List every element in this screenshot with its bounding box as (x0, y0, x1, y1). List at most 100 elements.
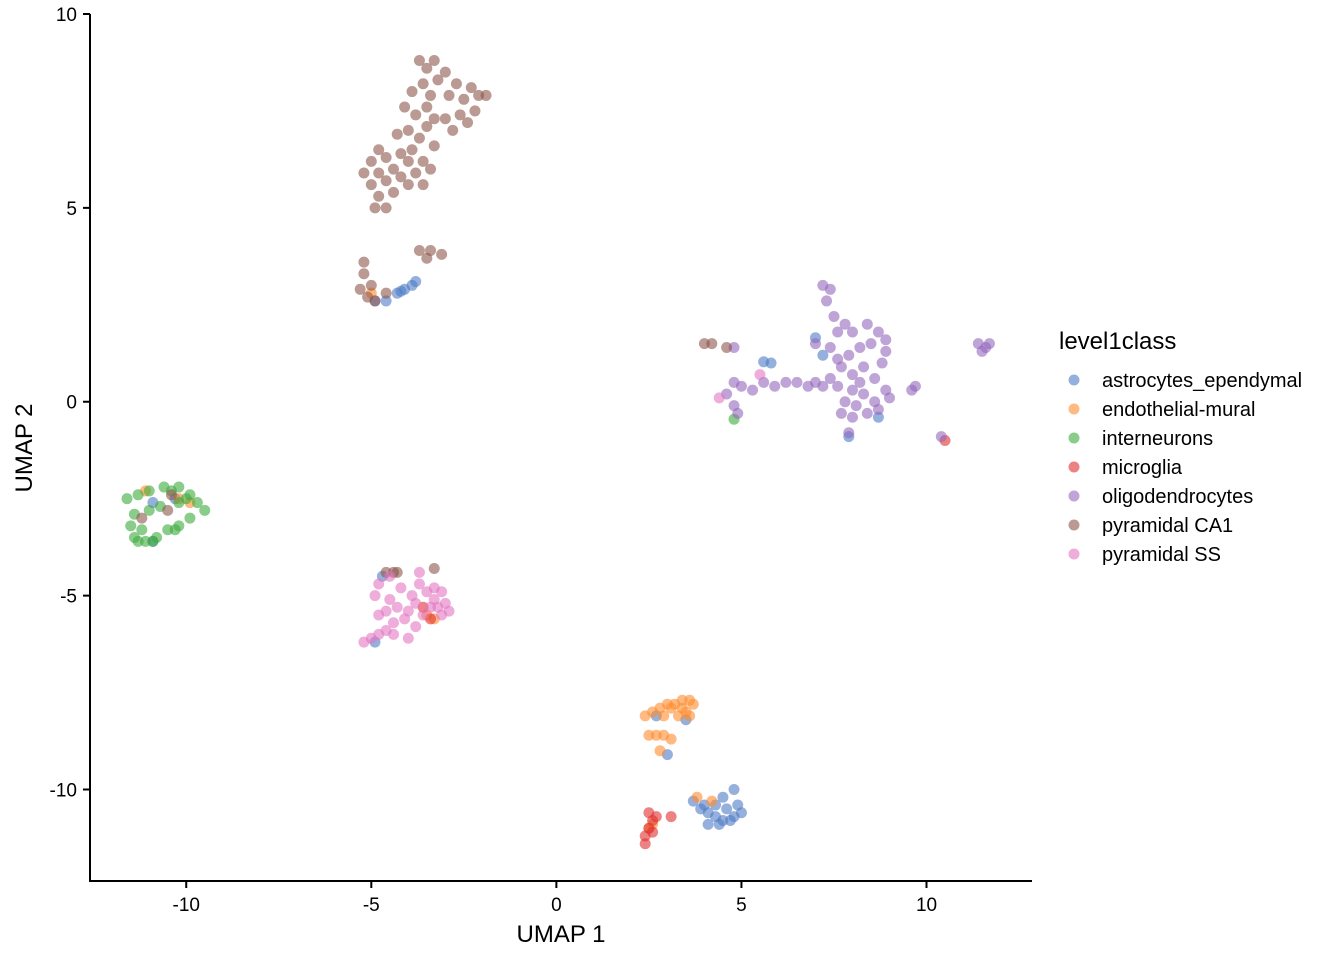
point-pyramidal-ca1 (391, 128, 403, 140)
y-tick-label: -10 (50, 780, 77, 801)
point-oligodendrocytes (728, 376, 740, 388)
point-interneurons (143, 485, 155, 497)
legend-label: endothelial-mural (1102, 399, 1255, 421)
point-pyramidal-ca1 (388, 186, 400, 198)
point-pyramidal-ca1 (373, 167, 385, 179)
point-pyramidal-ss (384, 570, 396, 582)
point-pyramidal-ca1 (380, 175, 392, 187)
point-pyramidal-ca1 (395, 148, 407, 160)
y-ticks: -10 -5 0 5 10 (50, 5, 90, 801)
point-pyramidal-ca1 (354, 283, 366, 295)
legend-item: astrocytes_ependymal (1068, 370, 1302, 392)
legend-key-dot (1068, 519, 1080, 531)
point-oligodendrocytes (846, 384, 858, 396)
point-pyramidal-ca1 (706, 338, 718, 350)
legend-key-dot (1068, 548, 1080, 560)
point-oligodendrocytes (780, 376, 792, 388)
point-oligodendrocytes (858, 361, 870, 373)
point-pyramidal-ca1 (421, 101, 433, 113)
legend-title: level1class (1059, 328, 1176, 355)
point-pyramidal-ca1 (417, 179, 429, 191)
point-astrocytes-ependymal (410, 276, 422, 288)
point-pyramidal-ca1 (447, 124, 459, 136)
point-oligodendrocytes (828, 310, 840, 322)
legend-key-dot (1068, 432, 1080, 444)
point-oligodendrocytes (791, 376, 803, 388)
point-pyramidal-ss (410, 621, 422, 633)
point-oligodendrocytes (824, 341, 836, 353)
point-endothelial-mural (687, 698, 699, 710)
point-oligodendrocytes (747, 384, 759, 396)
point-pyramidal-ca1 (402, 155, 414, 167)
point-pyramidal-ss (395, 582, 407, 594)
point-pyramidal-ca1 (395, 171, 407, 183)
point-oligodendrocytes (832, 353, 844, 365)
point-interneurons (132, 535, 144, 547)
point-oligodendrocytes (846, 326, 858, 338)
point-astrocytes-ependymal (713, 818, 725, 830)
point-pyramidal-ca1 (458, 93, 470, 105)
point-astrocytes-ependymal (728, 811, 740, 823)
x-tick-label: -5 (363, 895, 380, 916)
point-interneurons (147, 535, 159, 547)
y-axis-label: UMAP 2 (11, 404, 38, 493)
point-oligodendrocytes (872, 326, 884, 338)
point-pyramidal-ca1 (450, 78, 462, 90)
point-oligodendrocytes (824, 372, 836, 384)
point-pyramidal-ca1 (465, 82, 477, 94)
legend-item: oligodendrocytes (1068, 486, 1253, 508)
legend-item: endothelial-mural (1068, 399, 1255, 421)
point-pyramidal-ss (384, 593, 396, 605)
point-pyramidal-ca1 (358, 256, 370, 268)
point-pyramidal-ca1 (443, 89, 455, 101)
legend-label: microglia (1102, 457, 1183, 479)
point-pyramidal-ca1 (425, 89, 437, 101)
point-pyramidal-ca1 (406, 86, 418, 98)
point-oligodendrocytes (880, 334, 892, 346)
y-tick-label: 10 (56, 5, 77, 26)
point-pyramidal-ss (713, 392, 725, 404)
point-endothelial-mural (684, 710, 696, 722)
point-pyramidal-ca1 (436, 248, 448, 260)
point-pyramidal-ca1 (388, 163, 400, 175)
point-pyramidal-ss (413, 578, 425, 590)
point-oligodendrocytes (880, 345, 892, 357)
point-pyramidal-ca1 (136, 512, 148, 524)
point-pyramidal-ca1 (380, 202, 392, 214)
point-pyramidal-ca1 (421, 120, 433, 132)
point-endothelial-mural (691, 791, 703, 803)
point-endothelial-mural (676, 702, 688, 714)
point-oligodendrocytes (865, 338, 877, 350)
point-astrocytes-ependymal (817, 349, 829, 361)
y-tick-label: 5 (66, 199, 77, 220)
point-pyramidal-ss (402, 632, 414, 644)
point-oligodendrocytes (876, 357, 888, 369)
point-pyramidal-ca1 (462, 117, 474, 129)
point-pyramidal-ca1 (406, 144, 418, 156)
point-microglia (639, 838, 651, 850)
point-interneurons (121, 493, 133, 505)
point-oligodendrocytes (935, 431, 947, 443)
point-endothelial-mural (665, 702, 677, 714)
point-pyramidal-ca1 (439, 66, 451, 78)
point-astrocytes-ependymal (721, 803, 733, 815)
point-oligodendrocytes (821, 295, 833, 307)
point-pyramidal-ca1 (365, 179, 377, 191)
point-oligodendrocytes (883, 392, 895, 404)
legend-label: pyramidal SS (1102, 544, 1221, 566)
x-tick-label: -10 (173, 895, 200, 916)
point-pyramidal-ca1 (417, 155, 429, 167)
point-endothelial-mural (658, 710, 670, 722)
legend-label: interneurons (1102, 428, 1213, 450)
point-pyramidal-ca1 (421, 252, 433, 264)
legend-key-dot (1068, 490, 1080, 502)
point-pyramidal-ss (410, 597, 422, 609)
legend-item: microglia (1068, 457, 1183, 479)
point-oligodendrocytes (983, 338, 995, 350)
point-pyramidal-ca1 (165, 489, 177, 501)
legend-label: oligodendrocytes (1102, 486, 1253, 508)
point-oligodendrocytes (854, 341, 866, 353)
point-astrocytes-ependymal (872, 411, 884, 423)
point-pyramidal-ca1 (380, 287, 392, 299)
point-pyramidal-ca1 (402, 124, 414, 136)
